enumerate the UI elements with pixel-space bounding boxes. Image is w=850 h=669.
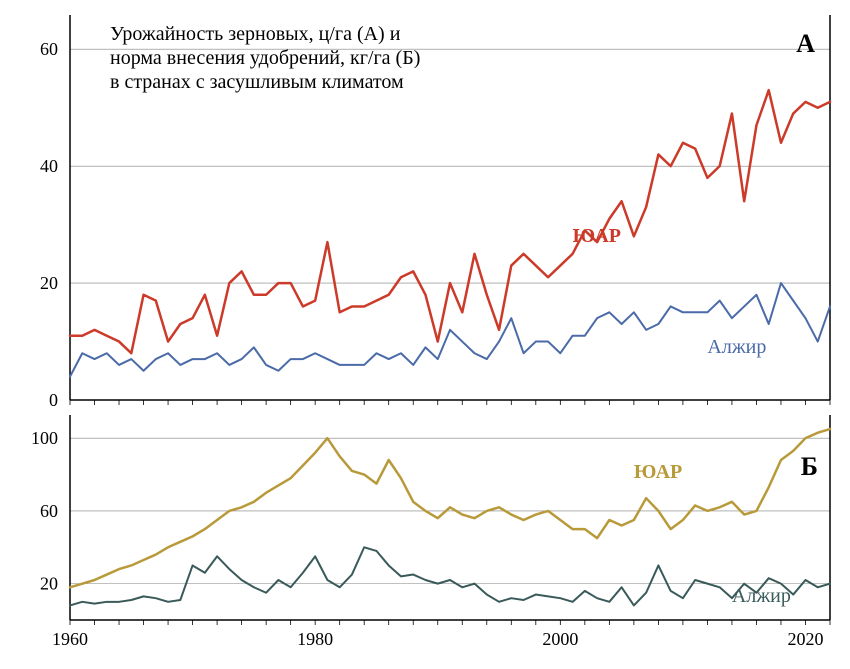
panel-label-a: А <box>796 29 815 58</box>
series-label-uar-a: ЮАР <box>573 225 621 247</box>
series-line <box>70 283 830 377</box>
series-line <box>70 429 830 587</box>
xtick-label: 1980 <box>297 629 333 649</box>
chart-title-line: в странах с засушливым климатом <box>110 71 404 93</box>
ytick-label: 40 <box>40 156 58 176</box>
ytick-label: 100 <box>31 428 58 448</box>
dual-chart-svg: 0 20 40 60 ЮАР Алжир Урожайность зерновых, ц/г… <box>0 0 850 669</box>
xtick-label: 2000 <box>542 629 578 649</box>
ytick-label: 20 <box>40 574 58 594</box>
series-line <box>70 547 830 605</box>
series-label-algeria-b: Алжир <box>732 585 791 607</box>
xtick-label: 2020 <box>787 629 823 649</box>
ytick-label: 60 <box>40 501 58 521</box>
ytick-label: 60 <box>40 39 58 59</box>
chart-container: 0 20 40 60 ЮАР Алжир Урожайность зерновых, ц/г… <box>0 0 850 669</box>
series-line <box>70 90 830 353</box>
xtick-label: 1960 <box>52 629 88 649</box>
ytick-label: 20 <box>40 273 58 293</box>
series-label-algeria-a: Алжир <box>707 336 766 358</box>
chart-title-line: норма внесения удобрений, кг/га (Б) <box>110 47 420 69</box>
series-label-uar-b: ЮАР <box>634 461 682 483</box>
ytick-label: 0 <box>49 390 58 410</box>
panel-label-b: Б <box>801 452 818 481</box>
chart-title-line: Урожайность зерновых, ц/га (А) и <box>110 23 401 45</box>
